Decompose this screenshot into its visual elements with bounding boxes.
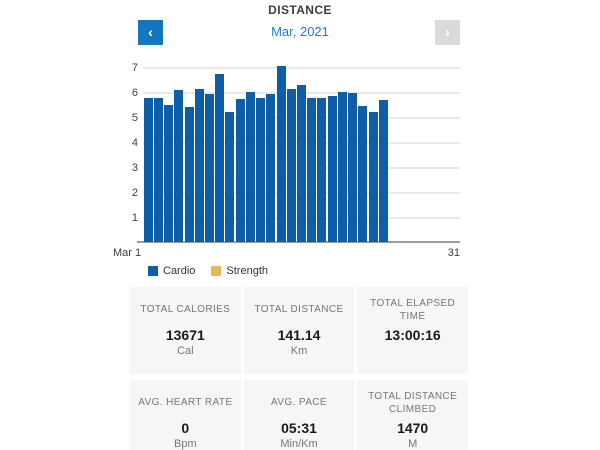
bar-day-8[interactable] [215,73,225,242]
stat-value: 141.14 [277,327,321,343]
bar-day-23[interactable] [368,111,378,242]
next-month-button[interactable]: › [435,20,460,45]
y-axis-label: 7 [131,62,138,74]
bar-day-11[interactable] [245,91,255,242]
bar-day-21[interactable] [348,92,358,242]
stat-total-elapsed-time: TOTAL ELAPSED TIME 13:00:16 [357,287,468,374]
stat-value: 13:00:16 [384,327,441,343]
stat-avg-pace: AVG. PACE 05:31 Min/Km [243,380,355,450]
legend-item-strength: Strength [211,265,268,277]
stat-unit: M [408,438,418,450]
bar-day-6[interactable] [194,88,204,242]
gridline [143,67,460,69]
stats-grid: TOTAL CALORIES 13671 Cal TOTAL DISTANCE 141.… [130,287,468,450]
bar-day-2[interactable] [153,98,163,242]
y-axis-label: 3 [131,162,138,174]
stat-unit: Bpm [174,438,197,450]
stat-total-calories: TOTAL CALORIES 13671 Cal [130,287,241,374]
x-axis-line [137,241,460,243]
y-axis-label: 2 [131,187,138,199]
stat-label: AVG. PACE [270,397,327,409]
stat-value: 05:31 [281,420,317,436]
stat-value: 13671 [165,327,205,343]
stat-label: TOTAL ELAPSED TIME [370,298,456,322]
bar-day-9[interactable] [225,111,235,242]
y-axis-label: 5 [131,112,138,124]
stat-value: 1470 [397,420,429,436]
stat-total-distance: TOTAL DISTANCE 141.14 Km [243,287,355,374]
x-axis-label-start: Mar 1 [113,247,142,259]
chevron-left-icon: ‹ [148,24,153,40]
page-title: DISTANCE [268,3,332,17]
stat-label: TOTAL DISTANCE [254,304,344,316]
stat-avg-heart-rate: AVG. HEART RATE 0 Bpm [130,380,241,450]
bar-day-16[interactable] [296,84,306,242]
month-label: Mar, 2021 [271,24,329,39]
stat-label: AVG. HEART RATE [138,397,233,409]
bar-day-15[interactable] [286,88,296,242]
bar-day-14[interactable] [276,66,286,242]
strength-swatch-icon [211,266,222,276]
x-axis-label-end: 31 [447,247,460,259]
bar-day-12[interactable] [256,97,266,242]
stats-row: AVG. HEART RATE 0 Bpm AVG. PACE 05:31 Min/Km T… [130,380,468,450]
bar-day-7[interactable] [204,93,214,242]
bar-day-19[interactable] [327,95,337,242]
stat-label: TOTAL DISTANCE CLIMBED [368,391,458,415]
y-axis-label: 6 [131,87,138,99]
y-axis-label: 4 [131,137,138,149]
stat-unit: Min/Km [280,438,318,450]
legend-label: Cardio [163,265,196,277]
legend-item-cardio: Cardio [148,265,195,277]
chevron-right-icon: › [445,24,450,40]
bar-day-10[interactable] [235,98,245,242]
y-axis-labels: 1 2 3 4 5 6 7 [105,58,138,243]
stat-label: TOTAL CALORIES [140,304,231,316]
plot-area [137,58,460,243]
bar-day-5[interactable] [184,107,194,242]
bar-day-4[interactable] [174,90,184,242]
prev-month-button[interactable]: ‹ [138,20,163,45]
bar-day-17[interactable] [307,97,317,242]
stat-value: 0 [181,420,190,436]
bar-day-24[interactable] [378,99,388,242]
bar-day-20[interactable] [337,91,347,242]
bar-day-18[interactable] [317,97,327,242]
bar-day-22[interactable] [358,106,368,242]
legend: Cardio Strength [148,265,284,277]
bar-day-13[interactable] [266,93,276,242]
bar-day-1[interactable] [143,98,153,242]
stat-unit: Km [290,345,308,357]
y-axis-label: 1 [131,212,138,224]
stat-unit: Cal [177,345,194,357]
stat-total-distance-climbed: TOTAL DISTANCE CLIMBED 1470 M [357,380,468,450]
bar-day-3[interactable] [164,105,174,242]
legend-label: Strength [226,265,268,277]
bar-chart: 1 2 3 4 5 6 7 Mar 1 31 Cardio Strength [105,58,460,277]
cardio-swatch-icon [148,266,158,276]
stats-row: TOTAL CALORIES 13671 Cal TOTAL DISTANCE 141.… [130,287,468,374]
